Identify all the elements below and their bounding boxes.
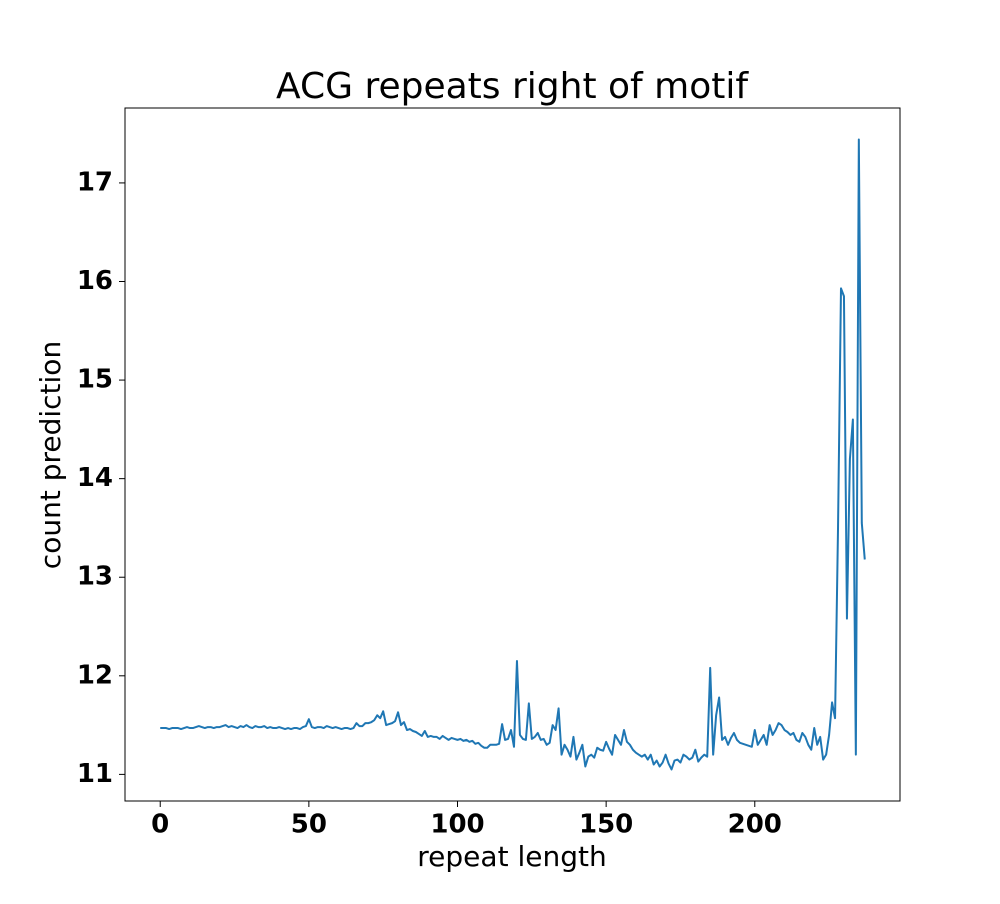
x-axis-label: repeat length [417, 840, 606, 873]
y-tick-label: 11 [77, 759, 113, 789]
data-line [160, 138, 866, 771]
x-tick-label: 200 [728, 810, 782, 840]
x-tick-label: 100 [430, 810, 484, 840]
chart-title: ACG repeats right of motif [276, 66, 749, 107]
y-tick-label: 15 [77, 365, 113, 395]
y-tick-label: 17 [77, 167, 113, 197]
x-tick-label: 50 [291, 810, 327, 840]
y-tick-label: 16 [77, 266, 113, 296]
x-tick-label: 0 [151, 810, 169, 840]
y-tick-label: 13 [77, 562, 113, 592]
y-tick-label: 14 [77, 463, 113, 493]
plot-frame [124, 107, 901, 802]
x-tick-label: 150 [579, 810, 633, 840]
y-axis-label: count prediction [34, 341, 67, 569]
y-tick-label: 12 [77, 660, 113, 690]
